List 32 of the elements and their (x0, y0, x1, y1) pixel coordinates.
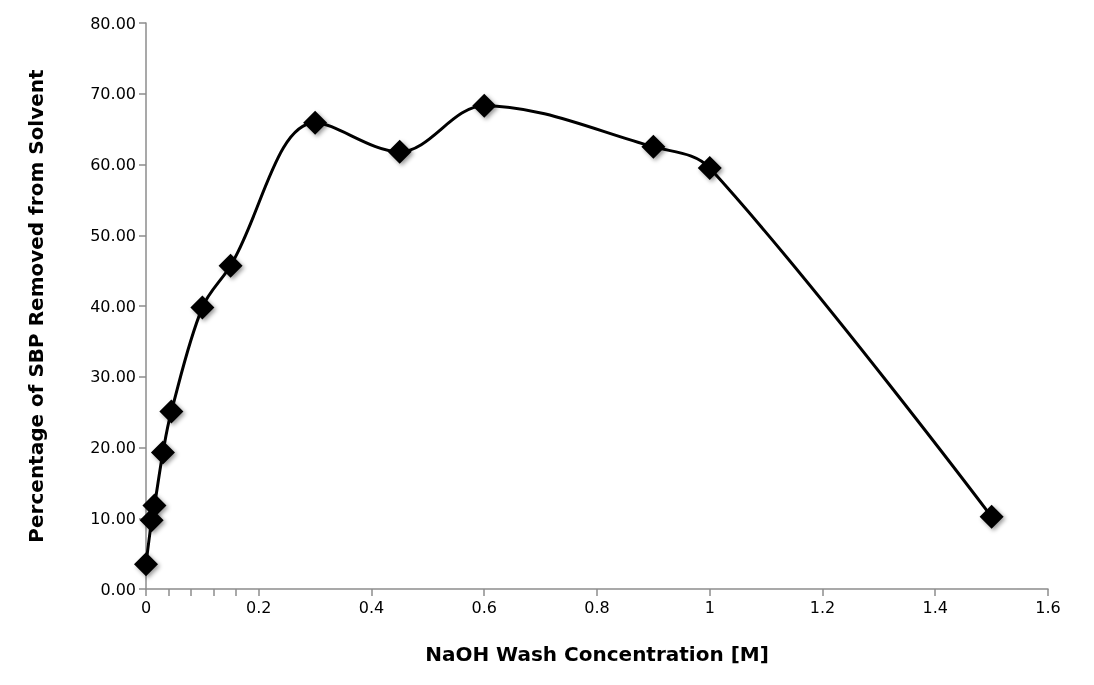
x-tick-label: 0.4 (358, 597, 385, 617)
y-tick-label: 0.00 (100, 579, 136, 599)
point (159, 399, 184, 424)
y-tick-label: 50.00 (90, 225, 136, 245)
point (303, 110, 328, 135)
point (218, 253, 243, 278)
point (134, 552, 158, 577)
point (472, 93, 497, 118)
x-tick-label: 1.4 (922, 597, 948, 617)
x-tick-label: 0.2 (246, 597, 272, 617)
y-tick-label: 20.00 (90, 438, 136, 457)
y-tick-label: 10.00 (90, 508, 136, 528)
point (979, 504, 1004, 529)
point (697, 156, 722, 181)
x-tick-label: 1 (704, 597, 715, 617)
y-tick-label: 80.00 (90, 13, 136, 33)
point (150, 440, 175, 465)
x-tick-label: 0.8 (584, 597, 610, 617)
point (387, 139, 412, 164)
y-tick-label: 30.00 (90, 367, 136, 387)
x-tick-label: 0.6 (471, 597, 497, 617)
point (142, 493, 167, 518)
x-tick-label: 0 (140, 597, 152, 617)
y-tick-label: 60.00 (90, 155, 136, 174)
x-tick-label: 1.6 (1035, 597, 1061, 617)
point (641, 134, 666, 159)
x-axis-title: NaOH Wash Concentration [M] (425, 642, 769, 666)
x-tick-label: 1.2 (809, 597, 836, 617)
point (190, 295, 215, 320)
y-tick-label: 40.00 (90, 296, 136, 316)
y-axis-title: Percentage of SBP Removed from Solvent (24, 68, 48, 543)
y-tick-label: 70.00 (90, 84, 136, 104)
